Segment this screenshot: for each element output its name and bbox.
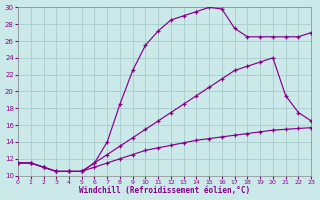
X-axis label: Windchill (Refroidissement éolien,°C): Windchill (Refroidissement éolien,°C) <box>79 186 250 195</box>
